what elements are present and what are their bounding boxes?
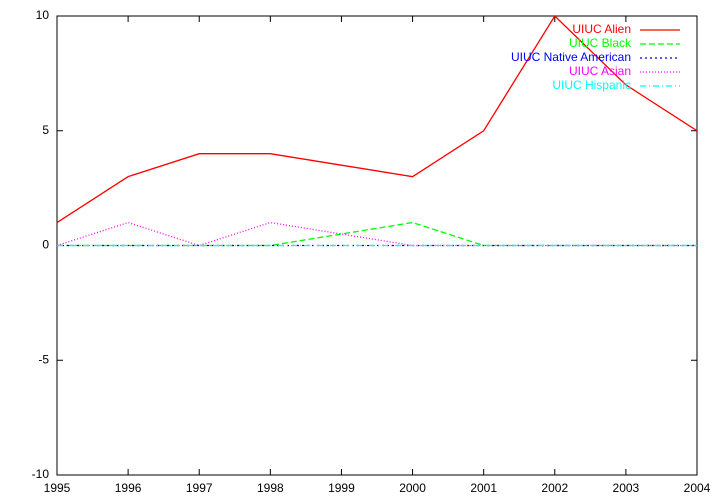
x-tick-label: 1999: [328, 481, 355, 495]
y-tick-label: -5: [38, 352, 49, 366]
x-tick-label: 2001: [470, 481, 497, 495]
x-tick-label: 2003: [613, 481, 640, 495]
y-tick-label: -10: [32, 467, 50, 481]
x-tick-label: 2000: [399, 481, 426, 495]
legend-label: UIUC Black: [569, 36, 632, 50]
x-tick-label: 2004: [684, 481, 711, 495]
series-line: [56, 221, 697, 247]
x-tick-label: 1995: [44, 481, 71, 495]
legend-label: UIUC Native American: [511, 50, 631, 64]
series-line: [57, 221, 697, 247]
legend-label: UIUC Alien: [572, 22, 631, 36]
x-tick-label: 1997: [186, 481, 213, 495]
x-tick-label: 2002: [541, 481, 568, 495]
series-line: [56, 14, 698, 224]
legend-label: UIUC Hispanic: [552, 78, 631, 92]
legend-label: UIUC Asian: [569, 64, 631, 78]
x-tick-label: 1996: [115, 481, 142, 495]
y-tick-label: 5: [42, 123, 49, 137]
y-tick-label: 0: [42, 238, 49, 252]
x-tick-label: 1998: [257, 481, 284, 495]
y-tick-label: 10: [36, 8, 50, 22]
